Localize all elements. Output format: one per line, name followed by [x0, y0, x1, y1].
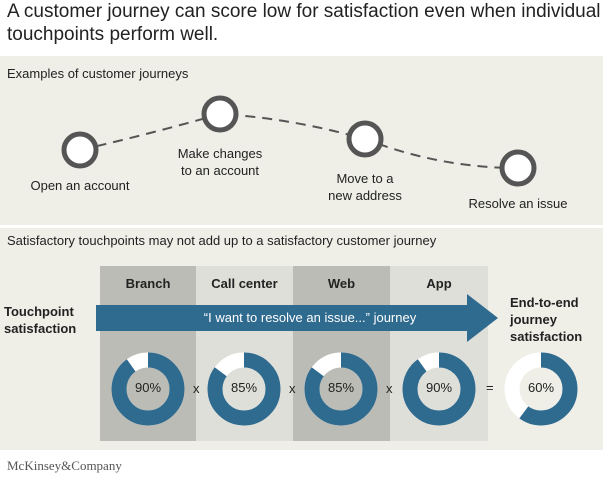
operator-sign: x: [386, 381, 393, 396]
donut-arc: [402, 352, 476, 426]
donut-value-label: 85%: [230, 380, 258, 395]
donut-value-label: 85%: [327, 380, 355, 395]
journey-node-make-changes: [201, 95, 239, 133]
operator-sign: x: [193, 381, 200, 396]
journey-step-label: Move to a new address: [328, 171, 402, 203]
journey-arrow: [96, 294, 498, 342]
page-title: A customer journey can score low for sat…: [7, 1, 601, 45]
column-header: Call center: [211, 276, 278, 291]
donut-arc: [304, 352, 378, 426]
donut-value-label: 90%: [134, 380, 162, 395]
operator-sign: =: [486, 380, 494, 395]
column-header: Branch: [125, 276, 171, 291]
journey-step-label: Open an account: [30, 178, 130, 193]
journeys-panel: [0, 56, 603, 225]
column-header: App: [426, 276, 452, 291]
journey-node-move-address: [346, 120, 384, 158]
column-header: Web: [327, 276, 356, 291]
journey-dashed-line: [79, 112, 519, 169]
journey-step-label: Make changes to an account: [177, 146, 263, 178]
journey-step-label: Resolve an issue: [468, 196, 568, 211]
journey-node-open-account: [61, 131, 99, 169]
end-to-end-label: End-to-end journey satisfaction: [510, 295, 583, 344]
donut-arc: [111, 352, 185, 426]
journey-arrow-label: “I want to resolve an issue...” journey: [203, 310, 417, 325]
journey-path: [61, 95, 537, 187]
journey-node-resolve-issue: [499, 149, 537, 187]
donut-value-label-result: 60%: [527, 380, 555, 395]
donut-result-arc: [504, 352, 578, 426]
journeys-heading: Examples of customer journeys: [7, 66, 189, 81]
touchpoint-satisfaction-label: Touchpoint satisfaction: [4, 304, 77, 336]
brand-logo: McKinsey&Company: [7, 458, 122, 473]
touchpoints-heading: Satisfactory touchpoints may not add up …: [7, 233, 437, 248]
donut-value-label: 90%: [425, 380, 453, 395]
operator-sign: x: [289, 381, 296, 396]
donut-arc: [207, 352, 281, 426]
